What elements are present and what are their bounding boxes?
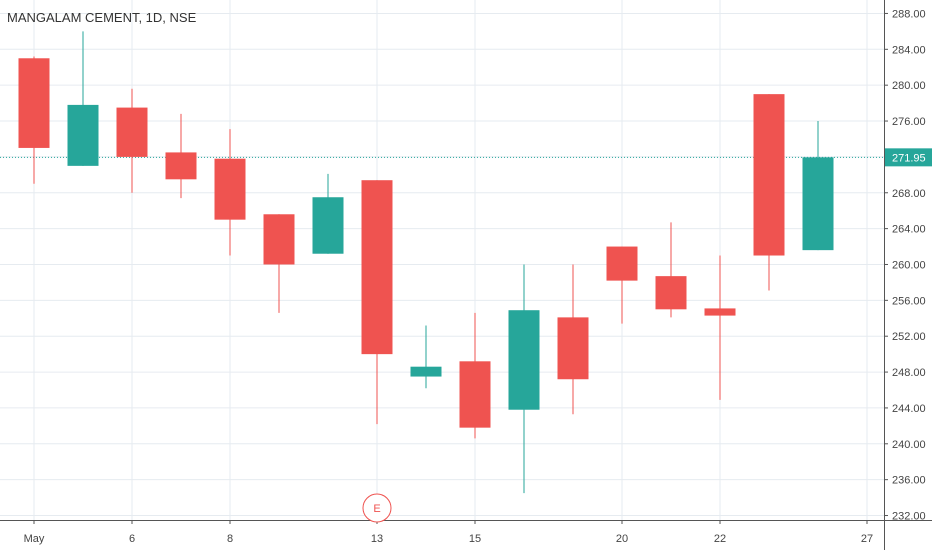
y-tick-label: 260.00 <box>892 259 926 271</box>
y-tick-label: 232.00 <box>892 511 926 523</box>
y-tick-label: 284.00 <box>892 44 926 56</box>
earnings-marker-label: E <box>373 503 380 515</box>
x-tick-label: 27 <box>861 533 873 545</box>
candle-body <box>410 366 442 377</box>
x-tick-label: 6 <box>129 533 135 545</box>
x-tick-label: May <box>24 533 45 545</box>
y-tick-label: 268.00 <box>892 188 926 200</box>
candle-body <box>263 214 295 265</box>
y-tick-label: 240.00 <box>892 439 926 451</box>
candle-body <box>361 180 393 355</box>
y-tick-label: 288.00 <box>892 8 926 20</box>
grid <box>0 0 884 520</box>
candle-body <box>214 158 246 220</box>
y-tick-label: 244.00 <box>892 403 926 415</box>
candle-body <box>67 104 99 166</box>
y-tick-label: 256.00 <box>892 295 926 307</box>
y-tick-label: 276.00 <box>892 116 926 128</box>
y-tick-label: 264.00 <box>892 224 926 236</box>
chart-title: MANGALAM CEMENT, 1D, NSE <box>7 10 197 25</box>
candle-body <box>802 157 834 251</box>
y-tick-label: 252.00 <box>892 331 926 343</box>
candle-body <box>655 276 687 310</box>
markers: E <box>362 493 392 523</box>
y-tick-label: 280.00 <box>892 80 926 92</box>
candle-body <box>312 197 344 254</box>
last-price-tag <box>885 148 932 167</box>
last-price-label: 271.95 <box>892 152 926 164</box>
y-tick-label: 248.00 <box>892 367 926 379</box>
candle-body <box>165 152 197 180</box>
candle-body <box>704 308 736 316</box>
y-tick-label: 236.00 <box>892 475 926 487</box>
x-tick-label: 8 <box>227 533 233 545</box>
candle-body <box>508 310 540 410</box>
x-tick-label: 22 <box>714 533 726 545</box>
candle-body <box>116 107 148 157</box>
price-axis-background <box>884 0 932 550</box>
candle-body <box>753 94 785 256</box>
candle-body <box>606 246 638 281</box>
candle-body <box>459 361 491 428</box>
x-tick-label: 13 <box>371 533 383 545</box>
time-axis-background <box>0 520 932 550</box>
candles <box>18 31 834 494</box>
earnings-marker-circle <box>362 493 392 523</box>
candle-body <box>18 58 50 148</box>
x-tick-label: 20 <box>616 533 628 545</box>
x-tick-label: 15 <box>469 533 481 545</box>
candle-body <box>557 317 589 380</box>
